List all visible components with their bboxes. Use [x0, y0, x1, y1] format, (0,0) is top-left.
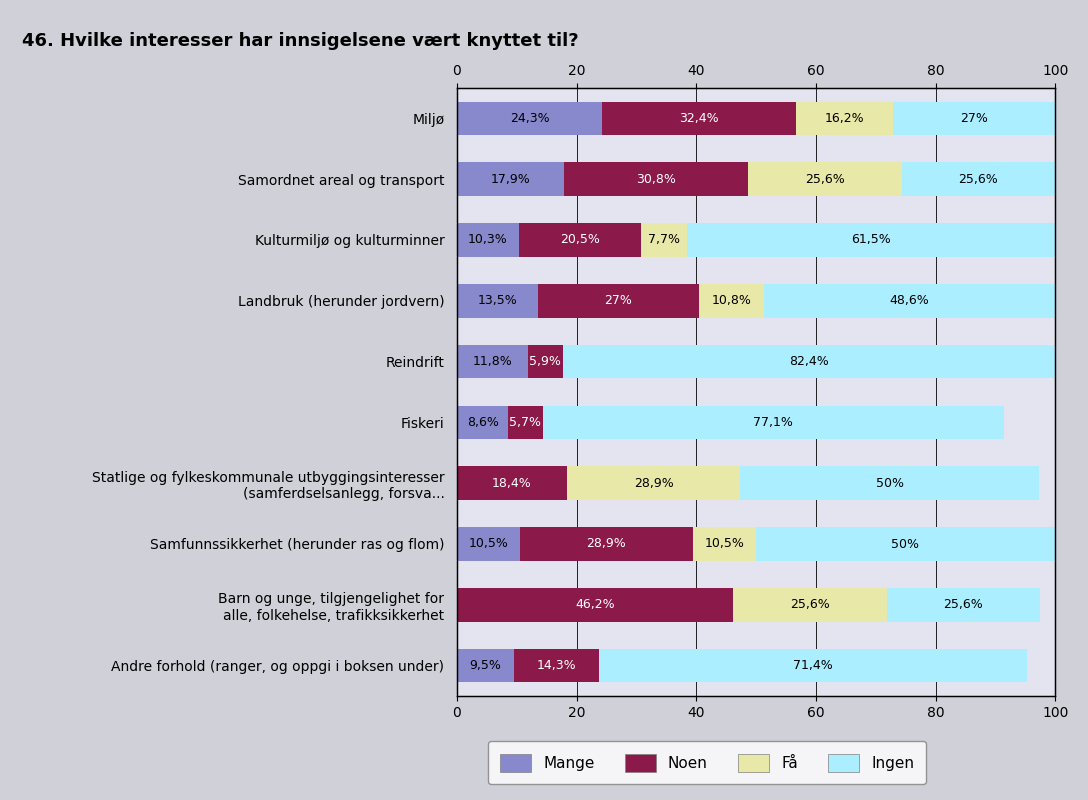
- Bar: [457, 102, 603, 135]
- Text: 10,5%: 10,5%: [704, 538, 744, 550]
- Bar: [520, 527, 693, 561]
- Text: 48,6%: 48,6%: [890, 294, 929, 307]
- Text: 71,4%: 71,4%: [793, 659, 833, 672]
- Bar: [749, 162, 902, 196]
- Text: 24,3%: 24,3%: [510, 112, 549, 125]
- Text: 46. Hvilke interesser har innsigelsene vært knyttet til?: 46. Hvilke interesser har innsigelsene v…: [22, 32, 579, 50]
- Bar: [457, 331, 1055, 392]
- Text: 5,7%: 5,7%: [509, 416, 542, 429]
- Text: 46,2%: 46,2%: [576, 598, 615, 611]
- Bar: [599, 649, 1027, 682]
- Text: 13,5%: 13,5%: [478, 294, 517, 307]
- Bar: [457, 284, 537, 318]
- Bar: [755, 527, 1054, 561]
- Text: 10,8%: 10,8%: [712, 294, 752, 307]
- Text: 27%: 27%: [960, 112, 988, 125]
- Text: 61,5%: 61,5%: [852, 234, 891, 246]
- Bar: [457, 514, 1055, 574]
- Text: 28,9%: 28,9%: [586, 538, 626, 550]
- Bar: [457, 88, 1055, 149]
- Bar: [887, 588, 1040, 622]
- Text: 30,8%: 30,8%: [636, 173, 676, 186]
- Text: 50%: 50%: [891, 538, 919, 550]
- Bar: [457, 149, 1055, 210]
- Text: 50%: 50%: [876, 477, 904, 490]
- Text: 14,3%: 14,3%: [536, 659, 577, 672]
- Bar: [537, 284, 700, 318]
- Bar: [457, 635, 1055, 696]
- Bar: [567, 466, 740, 500]
- Bar: [508, 406, 543, 439]
- Text: 9,5%: 9,5%: [469, 659, 502, 672]
- Text: 25,6%: 25,6%: [790, 598, 830, 611]
- Bar: [902, 162, 1054, 196]
- Bar: [693, 527, 755, 561]
- Bar: [688, 223, 1055, 257]
- Bar: [641, 223, 688, 257]
- Text: 17,9%: 17,9%: [491, 173, 530, 186]
- Bar: [457, 527, 520, 561]
- Text: 18,4%: 18,4%: [492, 477, 532, 490]
- Bar: [564, 162, 749, 196]
- Text: 8,6%: 8,6%: [467, 416, 498, 429]
- Text: 25,6%: 25,6%: [805, 173, 845, 186]
- Text: 27%: 27%: [605, 294, 632, 307]
- Bar: [457, 466, 567, 500]
- Text: 25,6%: 25,6%: [959, 173, 998, 186]
- Bar: [562, 345, 1056, 378]
- Bar: [457, 588, 733, 622]
- Bar: [457, 392, 1055, 453]
- Bar: [519, 223, 641, 257]
- Text: 32,4%: 32,4%: [680, 112, 719, 125]
- Bar: [457, 406, 508, 439]
- Bar: [457, 223, 519, 257]
- Text: 16,2%: 16,2%: [825, 112, 865, 125]
- Text: 25,6%: 25,6%: [943, 598, 984, 611]
- Bar: [457, 574, 1055, 635]
- Bar: [893, 102, 1054, 135]
- Bar: [740, 466, 1039, 500]
- Bar: [457, 270, 1055, 331]
- Bar: [457, 345, 528, 378]
- Text: 77,1%: 77,1%: [753, 416, 793, 429]
- Bar: [796, 102, 893, 135]
- Text: 5,9%: 5,9%: [529, 355, 561, 368]
- Text: 11,8%: 11,8%: [472, 355, 512, 368]
- Legend: Mange, Noen, Få, Ingen: Mange, Noen, Få, Ingen: [489, 742, 926, 784]
- Bar: [528, 345, 562, 378]
- Text: 28,9%: 28,9%: [633, 477, 673, 490]
- Bar: [514, 649, 599, 682]
- Bar: [457, 162, 564, 196]
- Text: 7,7%: 7,7%: [648, 234, 680, 246]
- Bar: [457, 453, 1055, 514]
- Text: 10,3%: 10,3%: [468, 234, 508, 246]
- Text: 10,5%: 10,5%: [469, 538, 508, 550]
- Text: 82,4%: 82,4%: [790, 355, 829, 368]
- Text: 20,5%: 20,5%: [560, 234, 599, 246]
- Bar: [603, 102, 796, 135]
- Bar: [700, 284, 764, 318]
- Bar: [764, 284, 1054, 318]
- Bar: [457, 649, 514, 682]
- Bar: [733, 588, 887, 622]
- Bar: [543, 406, 1004, 439]
- Bar: [457, 210, 1055, 270]
